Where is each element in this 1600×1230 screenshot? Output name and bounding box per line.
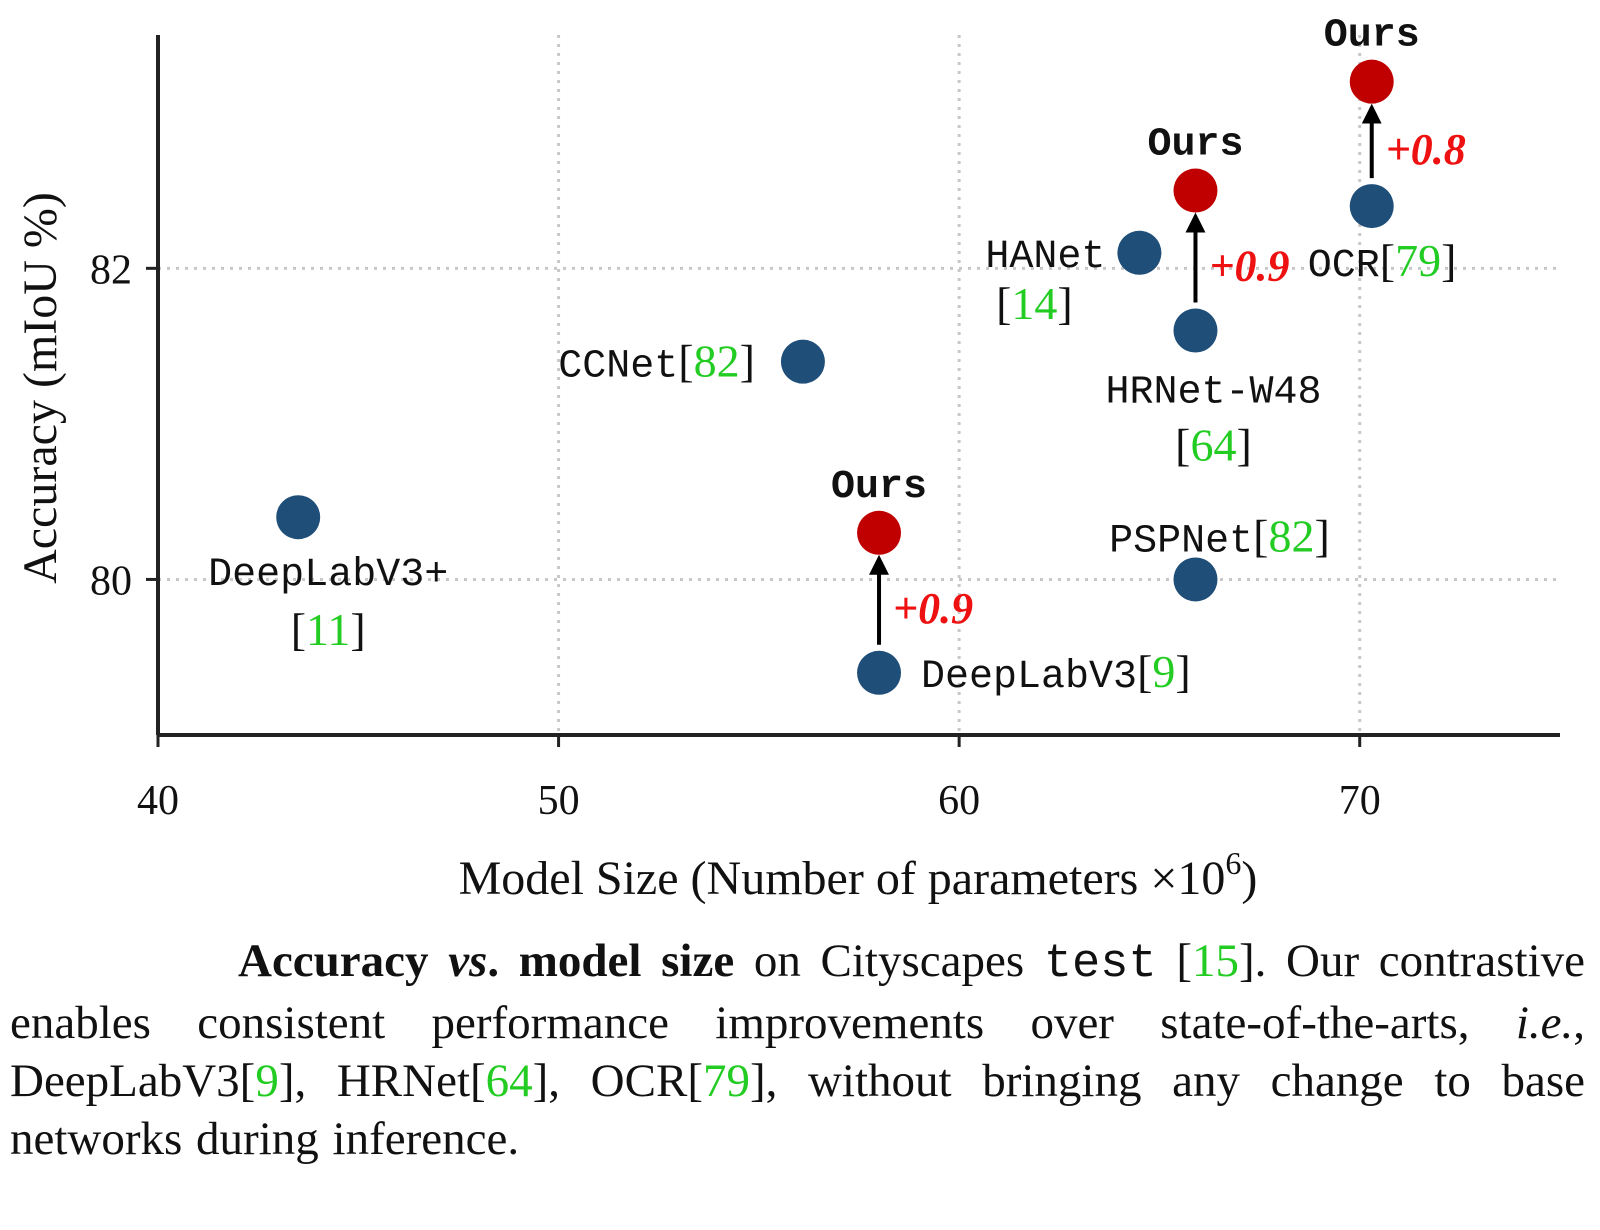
caption-bold-1: Accuracy: [238, 935, 449, 987]
citation-number[interactable]: 14: [1011, 278, 1057, 329]
scatter-chart: 40 50 60 70 80 82 +0.9 +0.9 +0.8 DeepLabV3+ [11]…: [14, 14, 1560, 905]
baseline-point: [1349, 184, 1394, 229]
x-axis-label-close: ): [1241, 852, 1257, 905]
caption-text-6: ], OCR[: [532, 1055, 703, 1107]
citation-label: [11]: [291, 604, 366, 655]
baseline-point: [1173, 308, 1218, 353]
method-name: CCNet: [558, 345, 678, 390]
baseline-point: [1173, 557, 1218, 602]
caption-text-3: ]. Our contrastive enables consistent pe…: [10, 935, 1586, 1049]
citation-number[interactable]: 9: [1152, 646, 1175, 697]
method-name: HRNet-W48: [1105, 371, 1321, 416]
caption-cite-79[interactable]: 79: [702, 1055, 750, 1107]
point-labels: DeepLabV3+ [11] CCNet[82] DeepLabV3[9] HANet…: [208, 14, 1456, 700]
citation-number[interactable]: 82: [1268, 510, 1314, 561]
citation-number[interactable]: 82: [694, 336, 740, 387]
point-label: OCR[79]: [1308, 235, 1457, 289]
axes: 40 50 60 70 80 82: [90, 35, 1560, 824]
x-tick-label: 40: [137, 778, 179, 824]
ours-point: [857, 510, 902, 555]
method-name: PSPNet: [1109, 519, 1253, 564]
x-axis-label-times: ×10: [1150, 852, 1225, 905]
caption-text-5: ], HRNet[: [278, 1055, 486, 1107]
caption-ie: i.e.: [1515, 997, 1574, 1049]
citation-number[interactable]: 79: [1395, 235, 1441, 286]
caption-text-4: , DeepLabV3[: [10, 997, 1585, 1107]
x-tick-label: 60: [938, 778, 980, 824]
point-label: CCNet[82]: [558, 336, 755, 390]
caption-test-keyword: test: [1043, 938, 1157, 991]
ours-label: Ours: [831, 465, 927, 510]
citation-label: [64]: [1175, 420, 1252, 471]
gain-label: +0.8: [1386, 125, 1466, 174]
grid-lines: [158, 35, 1560, 735]
caption-text-1: on Cityscapes: [734, 935, 1044, 987]
y-axis-label: Accuracy (mIoU %): [14, 192, 67, 584]
y-tick-label: 82: [90, 247, 132, 293]
ours-point: [1173, 168, 1218, 213]
x-tick-label: 70: [1339, 778, 1381, 824]
y-tick-label: 80: [90, 558, 132, 604]
caption-text-7: ], without bringing any change to base n…: [10, 1055, 1585, 1165]
baseline-point: [276, 495, 321, 540]
caption-bold-vs: vs: [448, 935, 488, 987]
baseline-point: [1117, 230, 1162, 275]
method-name: DeepLabV3: [921, 655, 1137, 700]
improvement-arrows: +0.9 +0.9 +0.8: [869, 103, 1466, 645]
method-name: DeepLabV3+: [208, 553, 448, 598]
point-label: PSPNet[82]: [1109, 510, 1330, 564]
x-axis-label: Model Size (Number of parameters ×106): [459, 845, 1258, 905]
point-label: DeepLabV3[9]: [921, 646, 1191, 700]
caption-cite-15[interactable]: 15: [1191, 935, 1239, 987]
gain-label: +0.9: [893, 584, 973, 633]
caption-text-2: [: [1156, 935, 1192, 987]
baseline-point: [857, 650, 902, 695]
citation-number[interactable]: 11: [306, 604, 350, 655]
method-name: OCR: [1308, 244, 1380, 289]
ours-label: Ours: [1147, 123, 1243, 168]
x-tick-label: 50: [538, 778, 580, 824]
baseline-point: [780, 339, 825, 384]
ours-point: [1349, 59, 1394, 104]
caption-cite-64[interactable]: 64: [485, 1055, 533, 1107]
method-name: HANet: [985, 235, 1105, 280]
caption-bold-2: . model size: [487, 935, 735, 987]
x-axis-label-main: Model Size (Number of parameters: [459, 852, 1151, 905]
data-points: [276, 59, 1394, 695]
citation-label: [14]: [996, 278, 1073, 329]
gain-label: +0.9: [1209, 242, 1289, 291]
ours-label: Ours: [1324, 14, 1420, 59]
citation-number[interactable]: 64: [1190, 420, 1236, 471]
caption-cite-9[interactable]: 9: [255, 1055, 279, 1107]
figure-caption: Accuracy vs. model size on Cityscapes te…: [10, 932, 1585, 1168]
x-axis-label-exp: 6: [1225, 845, 1241, 881]
